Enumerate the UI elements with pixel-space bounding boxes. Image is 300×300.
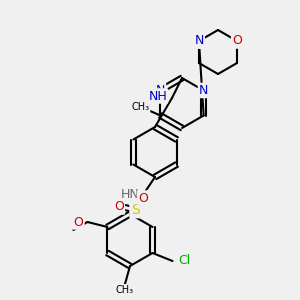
Text: HN: HN [120,188,139,202]
Text: Cl: Cl [178,254,191,268]
Text: O: O [138,191,148,205]
Text: O: O [232,34,242,47]
Text: N: N [194,34,204,47]
Text: N: N [194,34,204,47]
Text: S: S [130,203,140,217]
Text: CH₃: CH₃ [131,101,149,112]
Text: O: O [114,200,124,214]
Text: NH: NH [148,89,167,103]
Text: O: O [74,215,83,229]
Text: N: N [156,84,165,97]
Text: N: N [199,84,208,97]
Text: CH₃: CH₃ [116,285,134,295]
